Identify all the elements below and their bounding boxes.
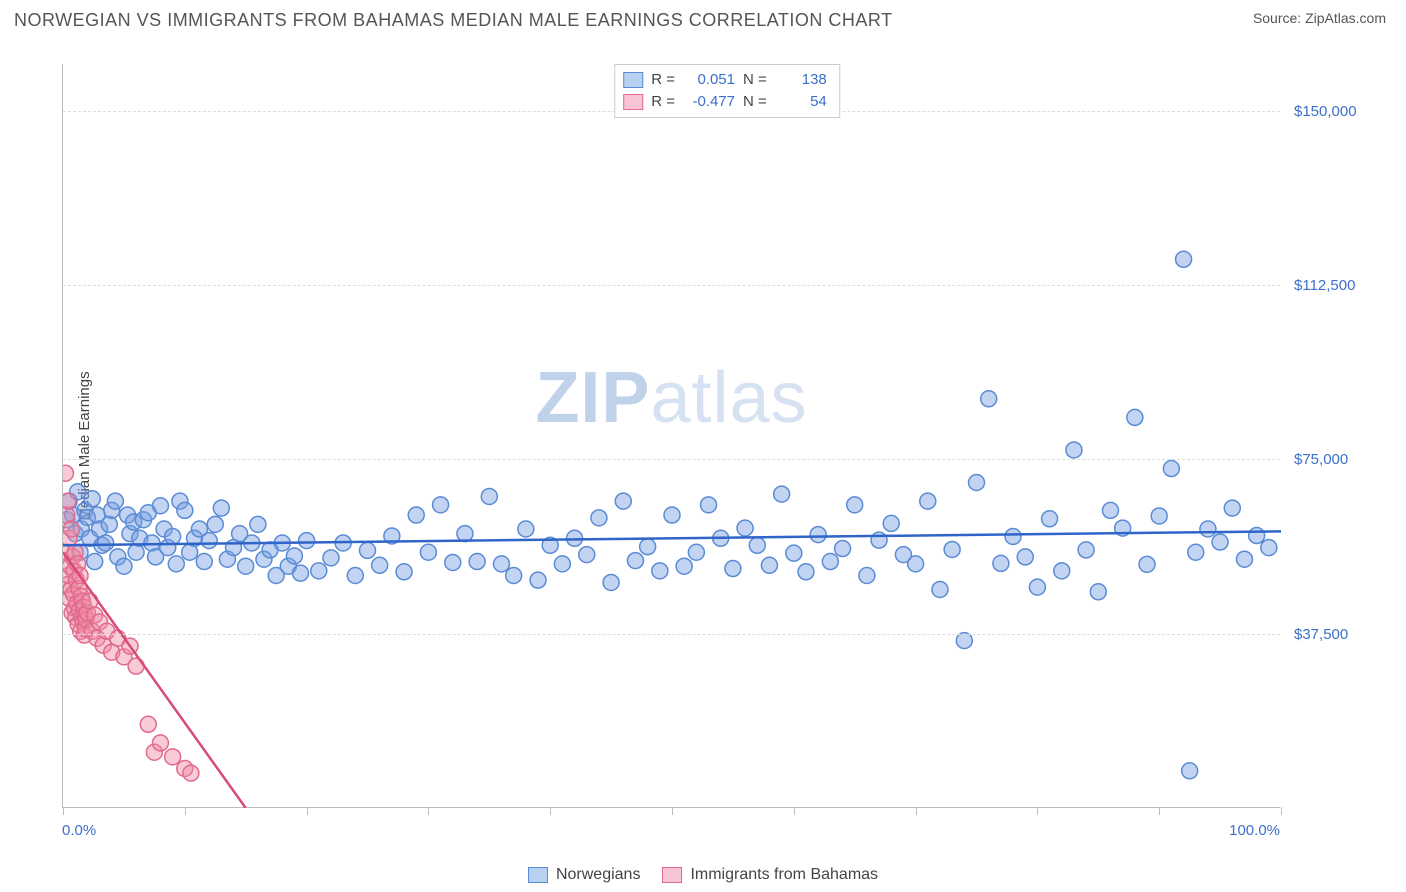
swatch-series-1	[623, 72, 643, 88]
stat-R-label: R =	[651, 69, 675, 91]
x-min-label: 0.0%	[62, 822, 96, 839]
bottom-legend: Norwegians Immigrants from Bahamas	[0, 866, 1406, 884]
legend-item-2: Immigrants from Bahamas	[662, 866, 878, 884]
stats-row-2: R = -0.477 N = 54	[623, 91, 827, 113]
scatter-svg	[63, 64, 1281, 808]
legend-item-1: Norwegians	[528, 866, 640, 884]
plot-wrapper: ZIPatlas $37,500 $75,000 $112,500 $150,0…	[62, 44, 1392, 848]
chart-title: NORWEGIAN VS IMMIGRANTS FROM BAHAMAS MED…	[14, 10, 893, 31]
stat-N-label: N =	[743, 91, 767, 113]
stat-R-value-1: 0.051	[683, 69, 735, 91]
swatch-series-2	[623, 94, 643, 110]
y-tick-label: $112,500	[1294, 277, 1355, 294]
stat-R-value-2: -0.477	[683, 91, 735, 113]
chart-header: NORWEGIAN VS IMMIGRANTS FROM BAHAMAS MED…	[0, 0, 1406, 37]
y-tick-label: $75,000	[1294, 451, 1348, 468]
legend-swatch-2	[662, 867, 682, 883]
plot-area: ZIPatlas	[62, 64, 1280, 808]
stats-row-1: R = 0.051 N = 138	[623, 69, 827, 91]
x-max-label: 100.0%	[1229, 822, 1280, 839]
stat-R-label: R =	[651, 91, 675, 113]
source-label: Source: ZipAtlas.com	[1253, 10, 1386, 26]
stats-box: R = 0.051 N = 138 R = -0.477 N = 54	[614, 64, 840, 118]
stat-N-label: N =	[743, 69, 767, 91]
chart-container: Median Male Earnings ZIPatlas $37,500 $7…	[14, 44, 1392, 848]
legend-label-1: Norwegians	[556, 866, 640, 884]
stat-N-value-1: 138	[775, 69, 827, 91]
legend-swatch-1	[528, 867, 548, 883]
legend-label-2: Immigrants from Bahamas	[690, 866, 878, 884]
y-tick-label: $150,000	[1294, 103, 1357, 120]
y-tick-label: $37,500	[1294, 626, 1348, 643]
stat-N-value-2: 54	[775, 91, 827, 113]
